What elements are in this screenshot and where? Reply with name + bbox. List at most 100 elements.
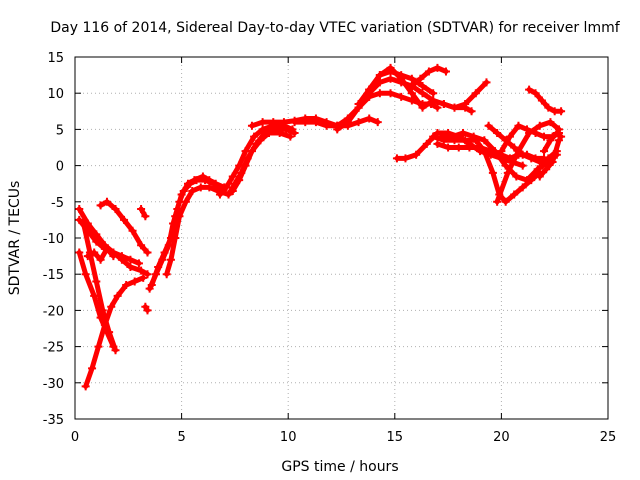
data-point [407, 89, 416, 98]
data-point [535, 172, 544, 181]
series-sat-o [228, 129, 295, 195]
data-point [548, 157, 557, 166]
data-point [228, 172, 237, 181]
data-point [437, 132, 446, 141]
data-point [503, 168, 512, 177]
data-point [429, 89, 438, 98]
series-sat-e [81, 273, 148, 391]
series-sat-l [162, 183, 233, 279]
x-axis-label: GPS time / hours [281, 459, 398, 475]
data-point [122, 281, 131, 290]
data-point [224, 190, 233, 199]
plot-border [74, 56, 609, 420]
data-point [386, 89, 395, 98]
data-point [126, 262, 135, 271]
data-point [493, 197, 502, 206]
data-point [107, 302, 116, 311]
data-point [188, 186, 197, 195]
data-point [429, 132, 438, 141]
data-point [465, 143, 474, 152]
data-point [160, 248, 169, 257]
data-point [102, 244, 111, 253]
data-point [235, 176, 244, 185]
data-point [505, 132, 514, 141]
data-point [407, 74, 416, 83]
data-point [250, 132, 259, 141]
data-point [120, 215, 129, 224]
data-point [130, 277, 139, 286]
data-point [469, 132, 478, 141]
data-point [416, 74, 425, 83]
data-point [111, 205, 120, 214]
data-point [282, 125, 291, 134]
y-tick-label: -10 [43, 232, 64, 247]
y-axis-label: SDTVAR / TECUs [7, 181, 23, 296]
data-point [100, 320, 109, 329]
data-point [141, 212, 150, 221]
series-sat-ee [540, 129, 566, 156]
data-point [439, 100, 448, 109]
data-point [510, 143, 519, 152]
data-point [514, 121, 523, 130]
data-point [186, 179, 195, 188]
data-point [448, 132, 457, 141]
data-point [147, 281, 156, 290]
data-point [501, 161, 510, 170]
data-point [83, 252, 92, 261]
data-point [375, 71, 384, 80]
data-point [275, 129, 284, 138]
data-point [467, 107, 476, 116]
x-tick-label: 5 [177, 430, 185, 445]
data-point [92, 237, 101, 246]
data-point [397, 92, 406, 101]
data-point [343, 114, 352, 123]
data-point [109, 342, 118, 351]
data-point [433, 139, 442, 148]
data-point [209, 179, 218, 188]
data-point [365, 114, 374, 123]
y-tick-label: 0 [56, 160, 64, 175]
series-sat-dd [535, 136, 563, 181]
data-point [510, 190, 519, 199]
data-point [450, 103, 459, 112]
data-point [392, 154, 401, 163]
data-point [137, 266, 146, 275]
data-point [444, 143, 453, 152]
data-point [407, 81, 416, 90]
data-point [137, 205, 146, 214]
data-point [90, 248, 99, 257]
data-point [81, 382, 90, 391]
data-point [143, 270, 152, 279]
data-point [493, 129, 502, 138]
data-point [286, 132, 295, 141]
data-point [81, 270, 90, 279]
data-point [75, 248, 84, 257]
data-point [96, 313, 105, 322]
data-point [290, 129, 299, 138]
data-point [290, 118, 299, 127]
series-sat-i [141, 302, 152, 315]
x-tick-label: 10 [280, 430, 297, 445]
data-point [454, 143, 463, 152]
tick-labels: 0 5 10 15 20 25 -35 -30 -25 -20 -15 -10 -5 0 5 10 15 [43, 51, 617, 445]
data-point [126, 255, 135, 264]
data-point [333, 125, 342, 134]
data-point [365, 85, 374, 94]
data-point [162, 270, 171, 279]
data-point [322, 121, 331, 130]
data-point [375, 89, 384, 98]
data-point [531, 129, 540, 138]
data-point [192, 176, 201, 185]
data-point [533, 165, 542, 174]
data-point [311, 118, 320, 127]
data-point [546, 136, 555, 145]
data-point [279, 118, 288, 127]
data-point [433, 103, 442, 112]
data-point [90, 291, 99, 300]
data-point [143, 306, 152, 315]
data-point [480, 136, 489, 145]
data-point [544, 154, 553, 163]
x-tick-label: 20 [493, 430, 510, 445]
data-point [386, 74, 395, 83]
